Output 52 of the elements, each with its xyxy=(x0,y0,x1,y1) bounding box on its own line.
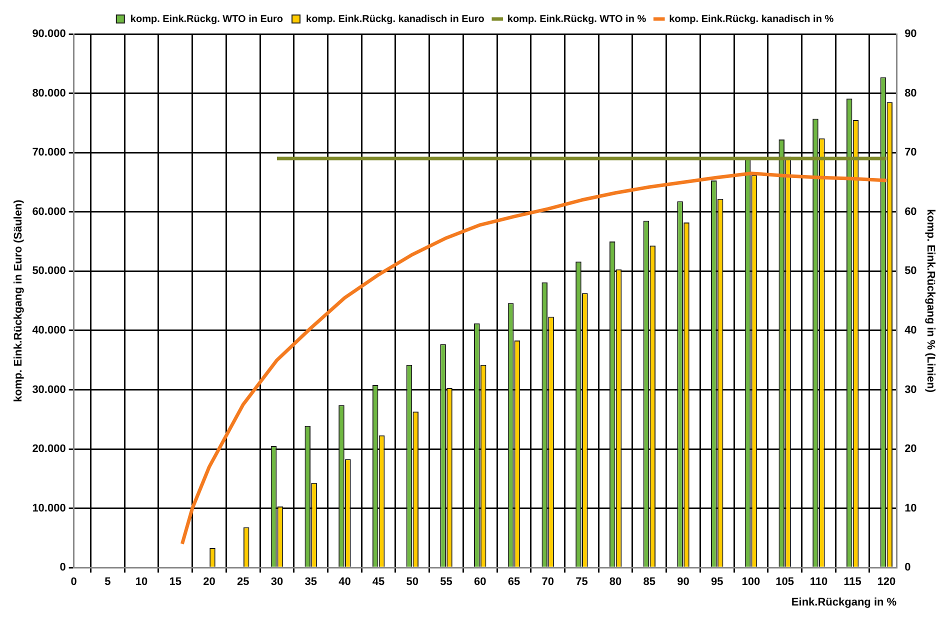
y-tick-label: 0 xyxy=(60,562,66,574)
x-tick-label: 40 xyxy=(338,576,351,588)
legend-label: komp. Eink.Rückg. kanadisch in Euro xyxy=(306,14,484,25)
x-tick-label: 10 xyxy=(135,576,148,588)
x-tick-label: 20 xyxy=(203,576,216,588)
x-tick-label: 60 xyxy=(474,576,486,588)
x-tick-label: 120 xyxy=(877,576,896,588)
y-tick-label: 30.000 xyxy=(32,384,66,396)
y2-axis-title: komp. Eink.Rückgang in % (Linien) xyxy=(924,209,936,393)
y-tick-label: 70.000 xyxy=(32,146,66,159)
y2-tick-label: 30 xyxy=(904,384,917,396)
y2-tick-label: 50 xyxy=(904,265,917,278)
legend-label: komp. Eink.Rückg. kanadisch in % xyxy=(669,14,834,25)
x-tick-label: 75 xyxy=(576,576,588,588)
y-tick-label: 90.000 xyxy=(32,28,66,40)
x-tick-label: 110 xyxy=(810,576,828,588)
x-tick-label: 90 xyxy=(677,576,690,588)
x-tick-label: 35 xyxy=(304,576,317,588)
x-axis-title: Eink.Rückgang in % xyxy=(791,596,897,608)
x-tick-label: 25 xyxy=(237,576,250,588)
x-tick-label: 15 xyxy=(169,576,182,588)
x-tick-label: 65 xyxy=(508,576,520,588)
x-tick-label: 5 xyxy=(104,576,111,588)
x-tick-label: 95 xyxy=(711,576,724,588)
x-tick-label: 85 xyxy=(643,576,656,588)
y-tick-label: 80.000 xyxy=(32,87,66,100)
y-tick-label: 60.000 xyxy=(32,206,66,218)
y-tick-label: 40.000 xyxy=(32,324,66,336)
x-tick-label: 70 xyxy=(542,576,554,588)
y-tick-label: 20.000 xyxy=(32,443,66,456)
y2-tick-label: 60 xyxy=(904,206,917,218)
x-tick-label: 50 xyxy=(406,576,419,588)
y-tick-label: 10.000 xyxy=(32,502,66,514)
x-tick-label: 30 xyxy=(270,576,284,588)
x-tick-label: 55 xyxy=(440,576,452,588)
y2-tick-label: 80 xyxy=(904,87,917,100)
y-tick-label: 50.000 xyxy=(32,265,66,278)
x-tick-label: 105 xyxy=(776,576,794,588)
y2-tick-label: 40 xyxy=(904,324,917,336)
x-tick-label: 45 xyxy=(372,576,385,588)
y-axis-title: komp. Eink.Rückgang in Euro (Säulen) xyxy=(12,199,25,402)
legend-label: komp. Eink.Rückg. WTO in % xyxy=(507,14,646,25)
y2-tick-label: 10 xyxy=(904,502,917,514)
y2-tick-label: 70 xyxy=(904,146,917,159)
x-tick-label: 115 xyxy=(844,576,862,588)
y2-tick-label: 0 xyxy=(904,562,911,574)
x-tick-label: 100 xyxy=(742,576,760,588)
x-tick-label: 80 xyxy=(609,576,622,588)
y2-tick-label: 90 xyxy=(904,28,917,40)
legend-label: komp. Eink.Rückg. WTO in Euro xyxy=(130,14,284,25)
x-tick-label: 0 xyxy=(70,576,77,588)
y2-tick-label: 20 xyxy=(904,443,917,456)
